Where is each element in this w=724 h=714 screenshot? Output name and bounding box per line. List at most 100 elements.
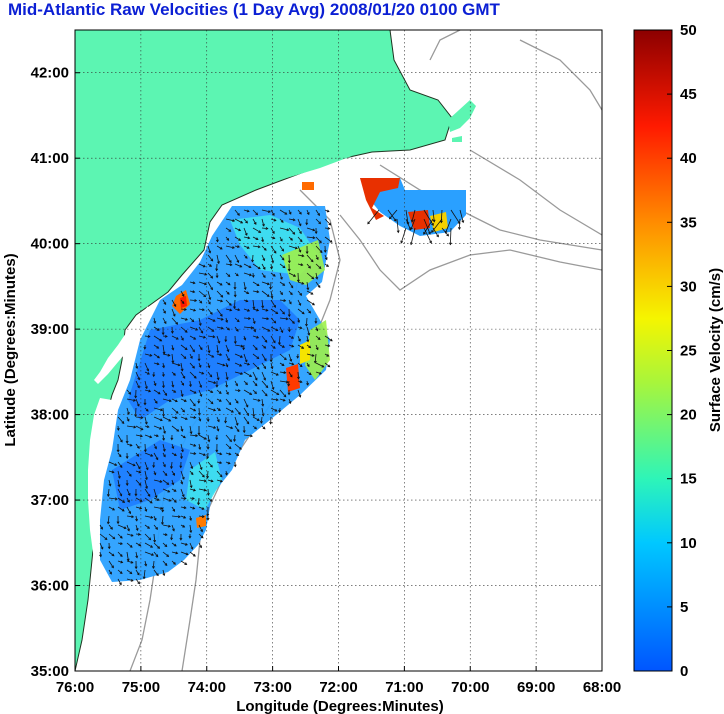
velocity-arrow <box>243 209 250 212</box>
colorbar-tick-label: 20 <box>680 407 697 424</box>
velocity-arrow <box>324 236 333 243</box>
velocity-arrow <box>144 560 147 566</box>
colorbar-tick-label: 15 <box>680 471 697 488</box>
velocity-arrow <box>458 218 461 230</box>
velocity-arrow-head <box>164 563 168 566</box>
velocity-arrow <box>243 236 250 239</box>
velocity-arrow-head <box>145 477 148 481</box>
velocity-arrow-head <box>135 518 138 522</box>
velocity-arrow-head <box>233 439 237 443</box>
velocity-arrow-head <box>126 411 130 415</box>
velocity-arrow-head <box>160 506 164 510</box>
velocity-arrow <box>261 236 264 242</box>
velocity-arrow-head <box>410 227 414 231</box>
velocity-arrow-head <box>431 230 434 233</box>
velocity-arrow-head <box>226 349 230 353</box>
velocity-region-mid <box>128 300 300 420</box>
velocity-arrow <box>198 488 206 491</box>
velocity-arrow-head <box>266 282 270 286</box>
velocity-arrow-head <box>246 421 250 425</box>
velocity-arrow <box>189 416 196 419</box>
velocity-arrow-head <box>289 374 293 378</box>
velocity-arrow-head <box>159 418 163 422</box>
velocity-arrow <box>198 263 206 268</box>
velocity-arrow-head <box>276 392 280 395</box>
velocity-arrow-head <box>134 414 138 418</box>
velocity-arrow <box>207 371 213 378</box>
velocity-arrow-head <box>326 264 329 267</box>
velocity-arrow <box>171 308 176 317</box>
velocity-arrow-head <box>252 414 256 418</box>
velocity-arrow-head <box>199 385 203 389</box>
velocity-arrow <box>252 362 260 370</box>
velocity-arrow-head <box>291 362 295 366</box>
velocity-arrow <box>225 371 228 380</box>
velocity-arrow-head <box>317 285 321 289</box>
velocity-arrow-head <box>254 426 258 430</box>
velocity-arrow-head <box>326 209 330 213</box>
velocity-arrow <box>189 299 197 302</box>
velocity-arrow <box>108 524 113 530</box>
x-tick-label: 71:00 <box>385 679 423 696</box>
velocity-arrow <box>153 497 160 501</box>
velocity-arrow-head <box>168 418 172 422</box>
velocity-arrow <box>198 470 205 478</box>
velocity-arrow-head <box>156 362 160 366</box>
velocity-arrow-head <box>189 517 193 521</box>
velocity-arrow-head <box>215 384 219 388</box>
velocity-arrow <box>252 335 259 339</box>
velocity-arrow-head <box>125 440 129 444</box>
velocity-arrow <box>171 533 173 540</box>
velocity-arrow-head <box>321 364 325 368</box>
velocity-arrow-head <box>150 453 154 457</box>
velocity-arrow-head <box>312 228 316 232</box>
velocity-arrow <box>261 335 268 343</box>
velocity-arrow-head <box>135 366 139 370</box>
velocity-arrow <box>189 344 195 352</box>
velocity-arrow <box>315 236 322 243</box>
velocity-arrow-head <box>203 436 207 440</box>
velocity-arrow <box>171 551 178 554</box>
velocity-arrow <box>234 344 243 347</box>
velocity-arrow <box>135 434 143 437</box>
velocity-arrow-head <box>111 470 115 474</box>
velocity-arrow-head <box>280 220 284 223</box>
velocity-arrow <box>396 218 399 233</box>
velocity-arrow-head <box>231 409 234 413</box>
velocity-arrow-head <box>171 482 175 486</box>
x-tick-label: 70:00 <box>451 679 489 696</box>
velocity-arrow <box>270 326 278 331</box>
velocity-arrow <box>243 308 250 312</box>
velocity-arrow <box>270 344 276 349</box>
velocity-arrow-head <box>257 266 261 270</box>
velocity-arrow-head <box>274 408 278 412</box>
velocity-arrow-head <box>104 537 108 540</box>
velocity-arrow-head <box>193 391 197 394</box>
velocity-arrow <box>207 479 214 482</box>
velocity-arrow-head <box>123 526 127 530</box>
velocity-arrow <box>117 506 125 512</box>
velocity-arrow-head <box>249 273 253 277</box>
velocity-arrow <box>126 461 136 466</box>
velocity-arrow <box>180 470 185 480</box>
velocity-arrow <box>297 218 302 226</box>
velocity-arrow-head <box>164 544 168 548</box>
velocity-arrow <box>297 227 302 234</box>
velocity-arrow-head <box>203 294 207 298</box>
velocity-arrow <box>449 227 452 245</box>
velocity-arrow-head <box>199 467 203 471</box>
velocity-arrow <box>171 317 178 325</box>
velocity-arrow <box>189 524 192 533</box>
velocity-arrow <box>135 524 139 531</box>
velocity-arrow-head <box>203 453 206 457</box>
velocity-arrow-head <box>287 314 291 318</box>
velocity-arrow-head <box>218 391 222 394</box>
velocity-arrow-head <box>308 310 312 314</box>
velocity-arrow-head <box>153 383 157 387</box>
velocity-arrow <box>225 308 232 311</box>
velocity-arrow-head <box>150 545 154 548</box>
velocity-arrow-head <box>290 237 293 241</box>
velocity-arrow <box>270 272 276 277</box>
velocity-arrow-head <box>181 476 185 480</box>
velocity-arrow <box>216 371 219 380</box>
